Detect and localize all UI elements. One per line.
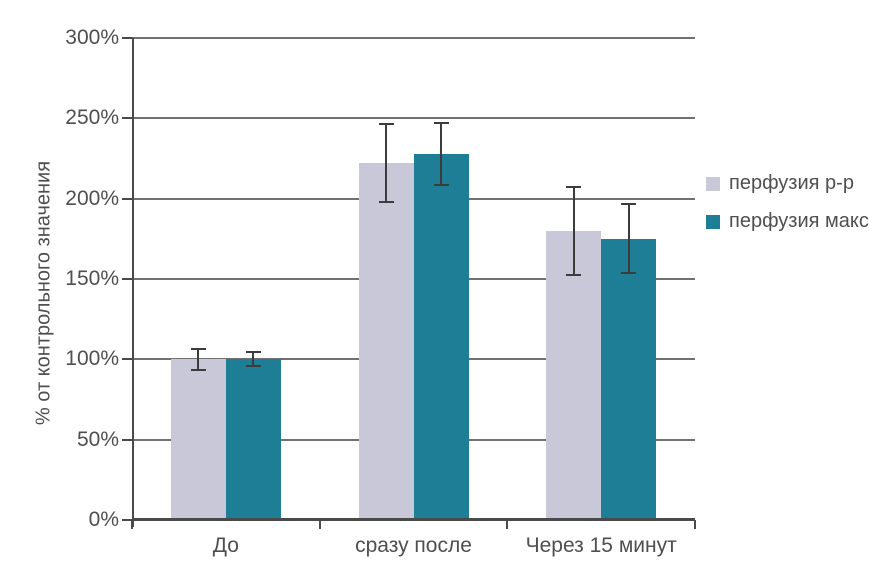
y-tick-label: 200% <box>65 186 119 210</box>
bar <box>413 153 469 520</box>
error-bar-bottom-cap <box>378 201 394 204</box>
y-tick-label: 150% <box>65 267 119 290</box>
error-bar <box>433 121 449 186</box>
x-axis-tick <box>506 520 509 529</box>
error-bar-bottom-cap <box>245 365 261 368</box>
bar <box>546 230 602 520</box>
x-category-label: До <box>212 534 239 557</box>
y-axis-tick <box>122 278 132 280</box>
y-axis-tick <box>122 358 132 361</box>
error-bar <box>621 203 637 275</box>
legend-swatch <box>706 176 720 191</box>
error-bar-bottom-cap <box>566 273 582 276</box>
y-axis-title: % от контрольного значения <box>32 160 55 426</box>
error-bar-line <box>572 185 575 276</box>
x-axis-tick <box>131 520 133 529</box>
error-bar-line <box>252 351 255 368</box>
x-axis-labels: До сразу после Через 15 минут <box>132 534 695 562</box>
y-axis-tick <box>122 37 132 39</box>
y-axis-tick <box>122 438 132 441</box>
error-bar <box>566 185 582 276</box>
y-tick-label: 250% <box>65 106 119 130</box>
y-axis-tick <box>122 197 132 200</box>
x-axis-tick <box>318 520 321 529</box>
legend: перфузия р-р перфузия макс. <box>706 172 869 233</box>
plot-area: 0% 50% 100% 150% 200% 250% 300% <box>65 26 696 531</box>
legend-label: перфузия р-р <box>729 172 854 194</box>
bar <box>170 359 226 520</box>
y-tick-label: 300% <box>65 26 119 49</box>
gridline <box>132 117 695 120</box>
y-axis-line <box>132 38 134 527</box>
legend-item: перфузия р-р <box>706 172 869 195</box>
error-bar <box>245 351 261 368</box>
bar <box>358 163 414 520</box>
bar <box>601 238 657 520</box>
y-tick-label: 50% <box>76 427 119 451</box>
legend-label: перфузия макс. <box>729 210 869 232</box>
error-bar-line <box>440 121 442 186</box>
error-bar-line <box>385 123 387 204</box>
legend-item: перфузия макс. <box>706 210 869 233</box>
x-category-label: Через 15 минут <box>525 534 677 557</box>
error-bar-bottom-cap <box>190 368 206 371</box>
legend-swatch <box>706 214 720 229</box>
error-bar-line <box>197 348 200 371</box>
bar <box>225 359 281 520</box>
error-bar <box>190 348 206 371</box>
error-bar <box>378 123 394 204</box>
y-tick-label: 0% <box>88 508 119 531</box>
x-category-label: сразу после <box>355 534 472 557</box>
y-axis-tick <box>122 117 132 120</box>
x-axis-tick <box>694 520 696 529</box>
error-bar-line <box>627 203 630 275</box>
error-bar-bottom-cap <box>621 272 637 275</box>
y-tick-label: 100% <box>65 347 119 371</box>
x-axis-line <box>132 518 695 521</box>
gridline <box>132 37 695 39</box>
error-bar-bottom-cap <box>433 183 449 186</box>
y-axis-tick <box>122 519 132 521</box>
